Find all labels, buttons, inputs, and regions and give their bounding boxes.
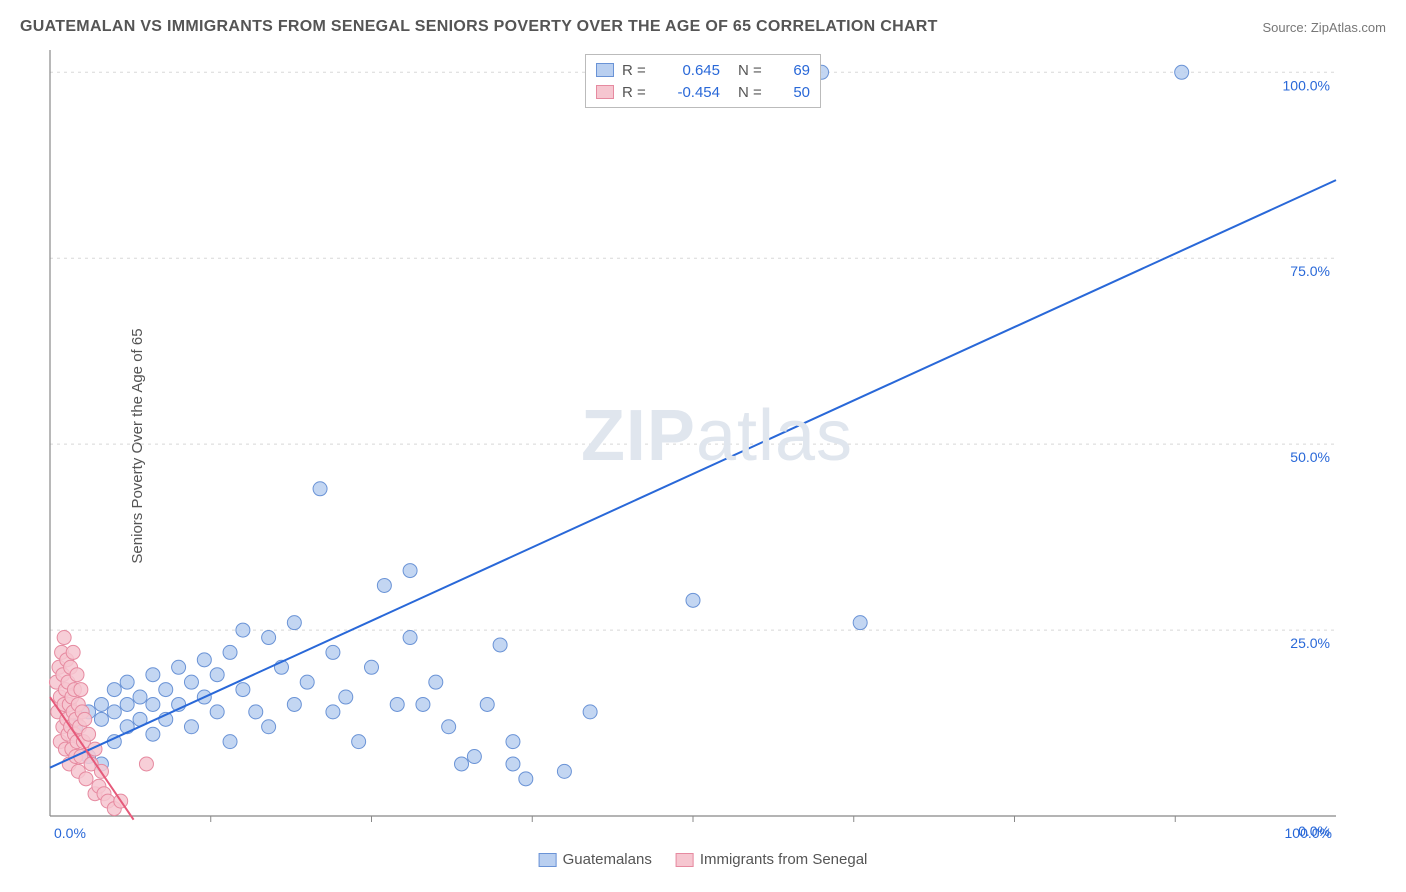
legend-swatch xyxy=(596,63,614,77)
n-value: 50 xyxy=(776,84,810,101)
data-point xyxy=(390,697,404,711)
data-point xyxy=(506,757,520,771)
data-point xyxy=(467,750,481,764)
data-point xyxy=(1175,65,1189,79)
y-tick-label: 100.0% xyxy=(1283,77,1330,93)
data-point xyxy=(262,631,276,645)
data-point xyxy=(506,735,520,749)
data-point xyxy=(287,697,301,711)
data-point xyxy=(249,705,263,719)
legend-item: Immigrants from Senegal xyxy=(676,851,868,868)
source-value: ZipAtlas.com xyxy=(1311,20,1386,35)
data-point xyxy=(300,675,314,689)
data-point xyxy=(120,697,134,711)
data-point xyxy=(442,720,456,734)
r-value: 0.645 xyxy=(660,62,720,79)
correlation-legend: R = 0.645 N = 69 R = -0.454 N = 50 xyxy=(585,54,821,108)
data-point xyxy=(139,757,153,771)
x-tick-label: 0.0% xyxy=(54,825,86,840)
data-point xyxy=(146,697,160,711)
data-point xyxy=(326,705,340,719)
data-point xyxy=(339,690,353,704)
data-point xyxy=(262,720,276,734)
series-legend: Guatemalans Immigrants from Senegal xyxy=(539,851,868,868)
data-point xyxy=(326,645,340,659)
r-label: R = xyxy=(622,62,652,79)
data-point xyxy=(236,683,250,697)
legend-label: Immigrants from Senegal xyxy=(700,851,868,868)
data-point xyxy=(94,712,108,726)
data-point xyxy=(70,668,84,682)
data-point xyxy=(313,482,327,496)
chart-container: ZIPatlas 0.0%25.0%50.0%75.0%100.0%0.0%10… xyxy=(48,48,1386,840)
data-point xyxy=(403,564,417,578)
data-point xyxy=(57,631,71,645)
y-tick-label: 25.0% xyxy=(1290,635,1330,651)
data-point xyxy=(94,697,108,711)
y-tick-label: 50.0% xyxy=(1290,449,1330,465)
data-point xyxy=(74,683,88,697)
data-point xyxy=(210,668,224,682)
data-point xyxy=(429,675,443,689)
data-point xyxy=(120,675,134,689)
x-tick-label: 100.0% xyxy=(1285,825,1332,840)
data-point xyxy=(184,675,198,689)
data-point xyxy=(519,772,533,786)
legend-row: R = 0.645 N = 69 xyxy=(596,59,810,81)
data-point xyxy=(352,735,366,749)
data-point xyxy=(146,668,160,682)
legend-swatch xyxy=(676,853,694,867)
data-point xyxy=(365,660,379,674)
r-label: R = xyxy=(622,84,652,101)
data-point xyxy=(377,578,391,592)
data-point xyxy=(133,690,147,704)
source-label: Source: xyxy=(1262,20,1310,35)
data-point xyxy=(66,645,80,659)
data-point xyxy=(223,735,237,749)
legend-row: R = -0.454 N = 50 xyxy=(596,81,810,103)
legend-label: Guatemalans xyxy=(563,851,652,868)
legend-item: Guatemalans xyxy=(539,851,652,868)
legend-swatch xyxy=(596,85,614,99)
data-point xyxy=(583,705,597,719)
data-point xyxy=(223,645,237,659)
scatter-chart: 0.0%25.0%50.0%75.0%100.0%0.0%100.0% xyxy=(48,48,1386,840)
data-point xyxy=(557,764,571,778)
source-attribution: Source: ZipAtlas.com xyxy=(1262,20,1386,35)
data-point xyxy=(78,712,92,726)
n-value: 69 xyxy=(776,62,810,79)
data-point xyxy=(480,697,494,711)
data-point xyxy=(686,593,700,607)
n-label: N = xyxy=(738,84,768,101)
data-point xyxy=(853,616,867,630)
data-point xyxy=(184,720,198,734)
data-point xyxy=(107,683,121,697)
y-tick-label: 75.0% xyxy=(1290,263,1330,279)
data-point xyxy=(403,631,417,645)
r-value: -0.454 xyxy=(660,84,720,101)
data-point xyxy=(236,623,250,637)
data-point xyxy=(287,616,301,630)
data-point xyxy=(455,757,469,771)
data-point xyxy=(416,697,430,711)
trend-line xyxy=(50,180,1336,768)
data-point xyxy=(493,638,507,652)
data-point xyxy=(146,727,160,741)
legend-swatch xyxy=(539,853,557,867)
data-point xyxy=(107,705,121,719)
data-point xyxy=(172,660,186,674)
data-point xyxy=(197,653,211,667)
data-point xyxy=(210,705,224,719)
n-label: N = xyxy=(738,62,768,79)
data-point xyxy=(159,683,173,697)
chart-title: GUATEMALAN VS IMMIGRANTS FROM SENEGAL SE… xyxy=(20,18,938,36)
data-point xyxy=(79,772,93,786)
data-point xyxy=(82,727,96,741)
